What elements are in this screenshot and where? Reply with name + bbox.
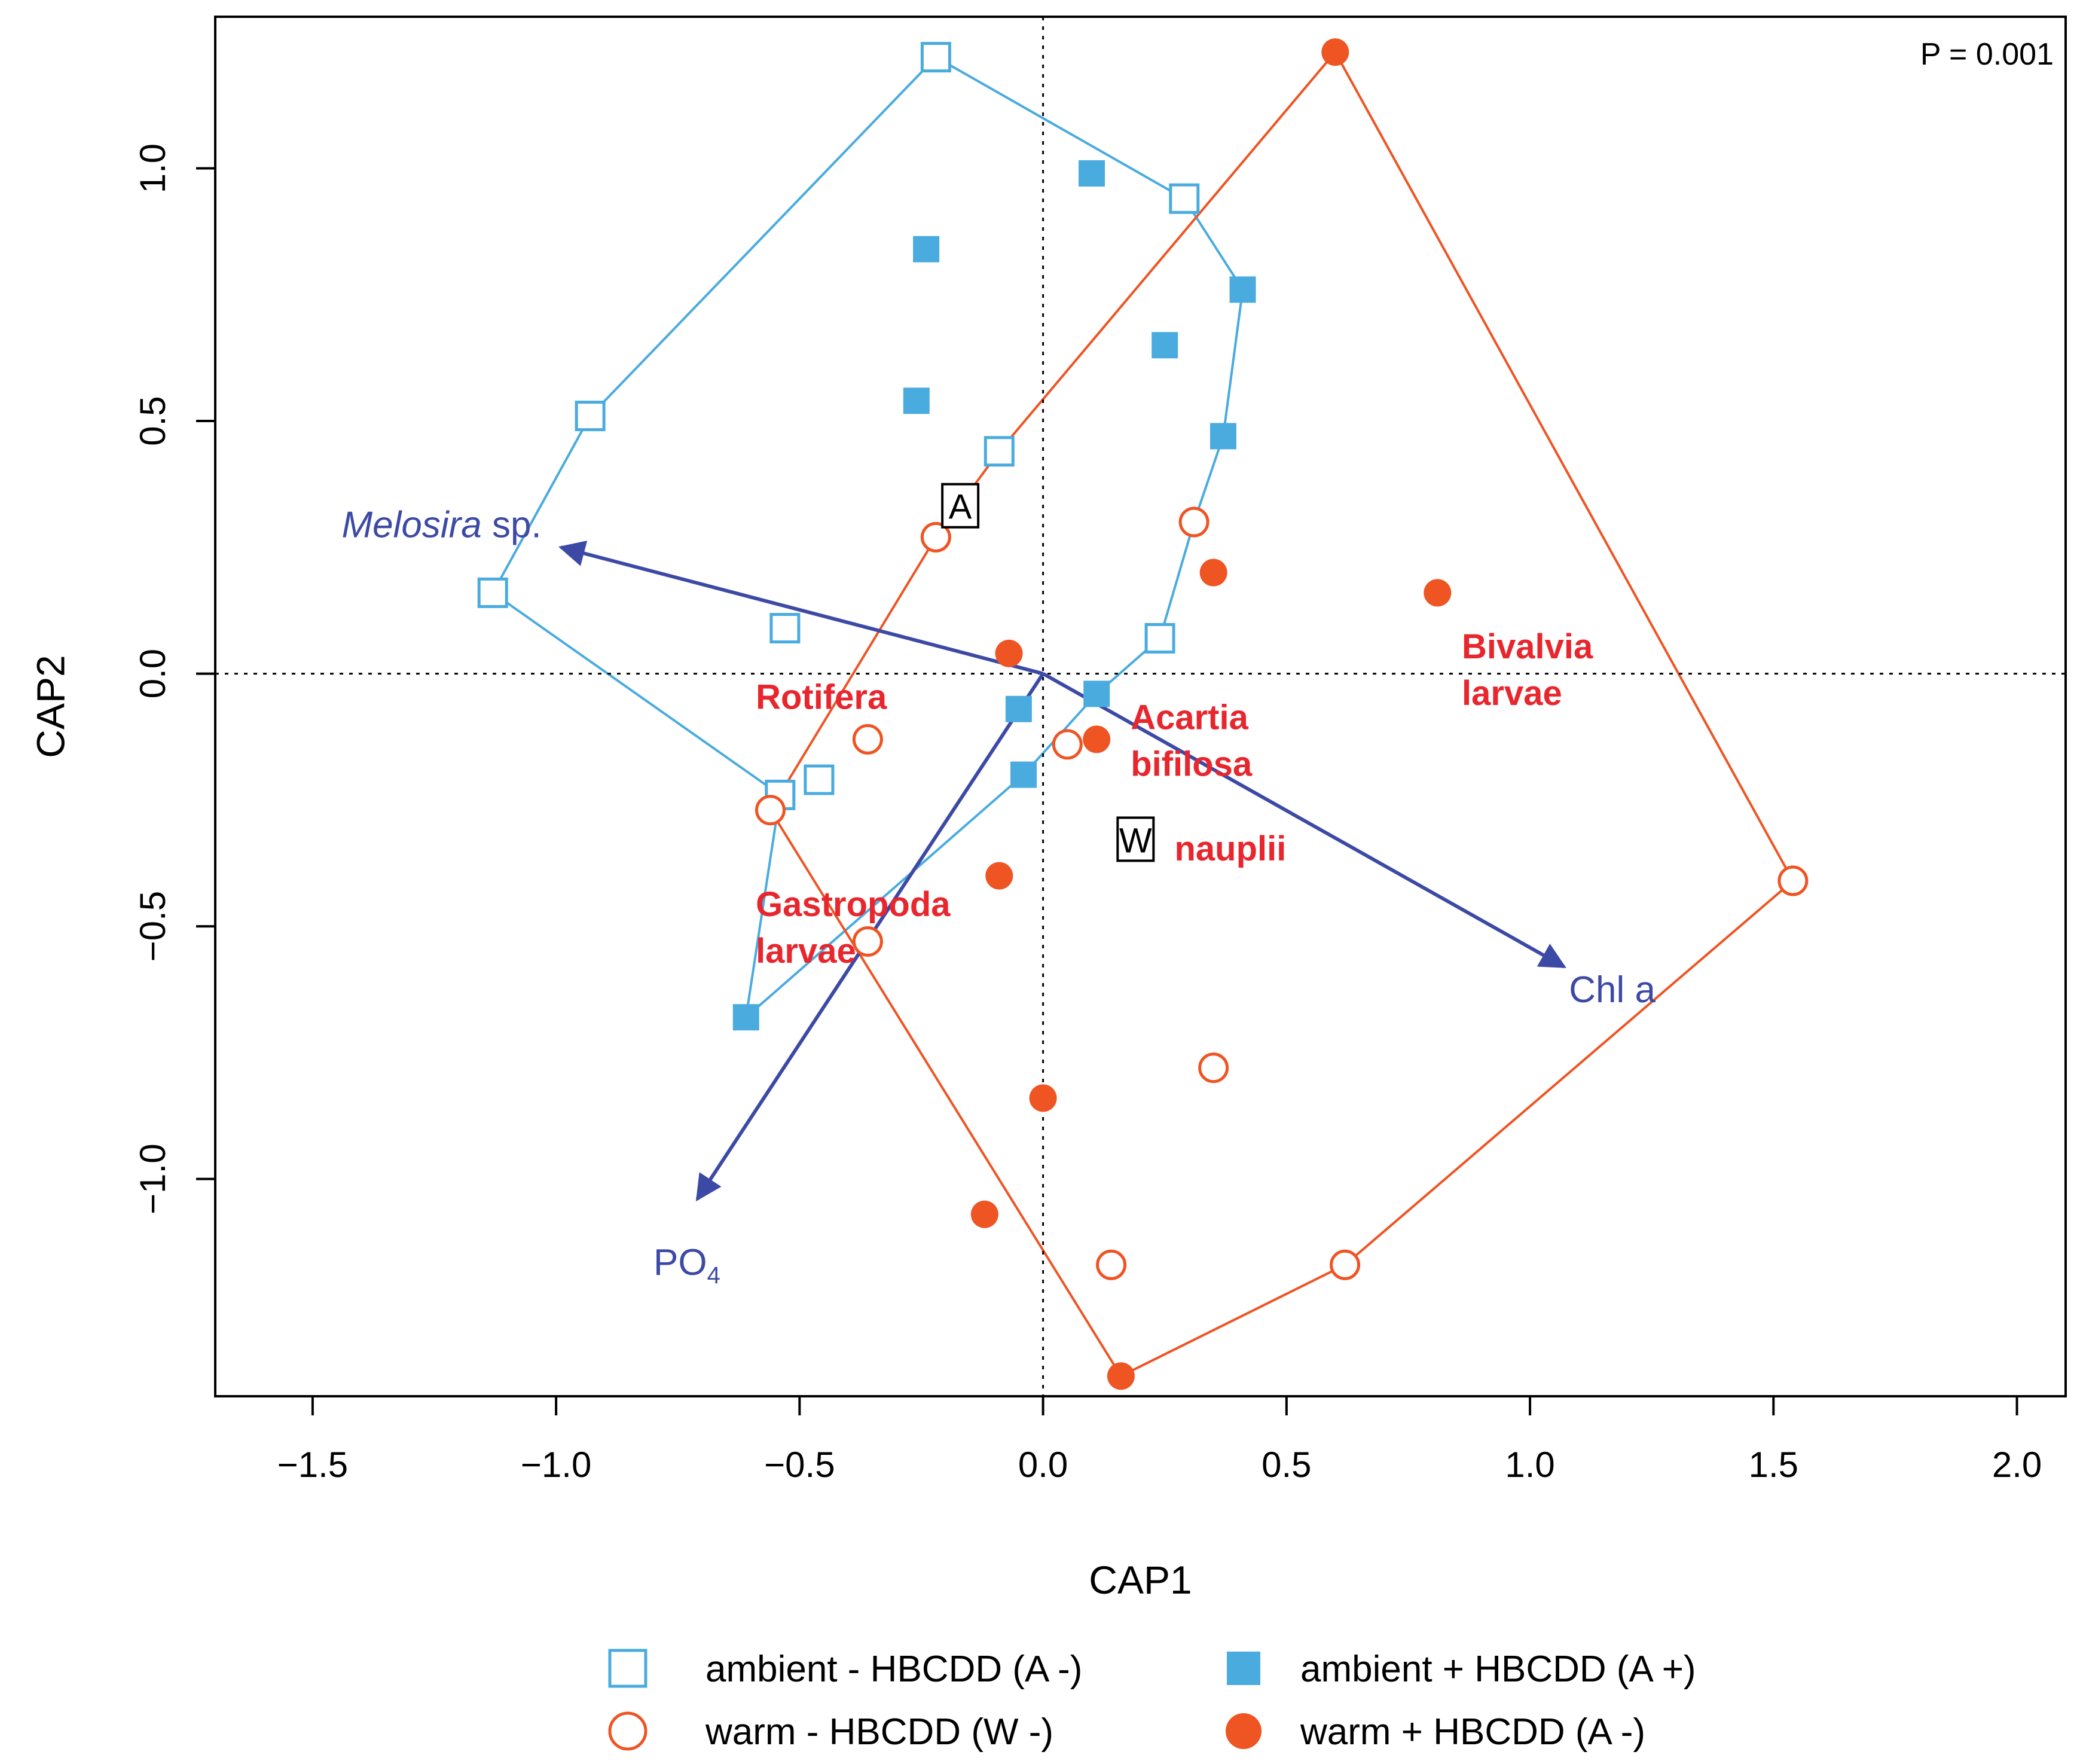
legend-marker-square-open — [608, 1649, 647, 1688]
point-square-filled-1 — [913, 236, 940, 263]
vector-arrow-chl-a — [1042, 672, 1566, 969]
centroid-box-A — [941, 483, 980, 529]
axes-layer: −1.5 −1.0 −0.5 0.0 0.5 1.0 1.5 2.0 −1.0 −0.5 0.0 0.… — [28, 16, 2067, 1602]
x-tick-label: 2.0 — [1992, 1445, 2042, 1485]
point-square-open-6 — [1144, 622, 1175, 654]
vector-label-chl-a: Chl a — [1569, 969, 1656, 1011]
centroid-label-W: W — [1119, 821, 1152, 860]
species-label-line: Bivalvia — [1462, 627, 1593, 666]
vector-label-subscript: 4 — [707, 1262, 720, 1289]
point-circle-filled-1 — [1199, 559, 1227, 587]
y-tick-label: −0.5 — [133, 891, 173, 962]
p-value-annotation: P = 0.001 — [1920, 37, 2054, 72]
legend-label: ambient - HBCDD (A -) — [705, 1649, 1082, 1690]
point-square-filled-4 — [903, 387, 930, 414]
point-circle-filled-3 — [995, 639, 1023, 667]
y-tick-label: 0.5 — [133, 396, 173, 445]
point-circle-filled-0 — [1321, 38, 1349, 66]
legend-marker-circle-open — [608, 1711, 647, 1751]
legend-label: warm - HBCDD (W -) — [705, 1711, 1053, 1753]
species-label-line: bifilosa — [1131, 745, 1253, 784]
x-tick-label: 1.5 — [1749, 1445, 1798, 1485]
point-circle-open-3 — [1052, 729, 1083, 760]
labels-layer: Melosira sp. Chl a PO4 A W Rotifera Acartia bif… — [341, 483, 1656, 1289]
point-square-open-2 — [575, 401, 606, 432]
x-axis-title: CAP1 — [1089, 1558, 1192, 1602]
species-label-nauplii: nauplii — [1175, 829, 1287, 868]
point-circle-open-6 — [852, 926, 883, 957]
point-square-filled-3 — [1151, 332, 1178, 359]
vector-label-rest: sp. — [482, 504, 542, 545]
x-tick-label: −1.0 — [521, 1445, 591, 1485]
y-tick-label: −1.0 — [133, 1143, 173, 1214]
point-circle-open-1 — [920, 521, 951, 553]
point-circle-filled-8 — [1107, 1362, 1135, 1390]
y-tick-label: 1.0 — [133, 144, 173, 193]
point-circle-open-2 — [852, 724, 883, 755]
centroid-box-W — [1116, 816, 1155, 862]
point-square-filled-0 — [1079, 160, 1105, 187]
point-circle-filled-2 — [1424, 579, 1452, 607]
vector-arrow-melosira-sp — [558, 541, 1044, 676]
species-label-rotifera: Rotifera — [756, 678, 887, 717]
y-axis-title: CAP2 — [28, 655, 72, 758]
vector-label-po4: PO4 — [653, 1242, 720, 1289]
x-tick-label: −1.5 — [277, 1445, 348, 1485]
point-square-open-0 — [920, 42, 951, 73]
vector-layer — [558, 541, 1566, 1202]
point-square-open-4 — [477, 577, 508, 608]
legend-marker-circle-filled — [1226, 1713, 1262, 1749]
point-square-filled-8 — [1010, 761, 1037, 788]
point-square-filled-9 — [732, 1004, 759, 1031]
point-circle-open-8 — [1096, 1249, 1127, 1280]
vector-label-melosira-sp: Melosira sp. — [341, 504, 541, 545]
legend-label: ambient + HBCDD (A +) — [1300, 1649, 1696, 1690]
species-label-line: Rotifera — [756, 678, 887, 717]
x-tick-label: 1.0 — [1505, 1445, 1554, 1485]
centroid-label-A: A — [949, 488, 972, 527]
x-tick-label: 0.5 — [1262, 1445, 1311, 1485]
point-square-filled-6 — [1083, 680, 1110, 707]
hull-ambient — [491, 56, 1244, 1021]
species-label-bivalvia-larvae: Bivalvia larvae — [1462, 627, 1593, 713]
point-square-open-5 — [769, 613, 801, 644]
legend-marker-square-filled — [1227, 1652, 1260, 1685]
species-label-line: Gastropoda — [756, 885, 951, 924]
x-tick-label: −0.5 — [764, 1445, 835, 1485]
point-circle-open-0 — [1178, 506, 1209, 538]
points-layer — [477, 38, 1809, 1390]
point-square-open-7 — [804, 764, 835, 795]
species-label-line: Acartia — [1131, 698, 1248, 737]
plot-frame — [214, 16, 2067, 1397]
point-circle-open-7 — [1198, 1052, 1229, 1084]
species-label-gastropoda-larvae: Gastropoda larvae — [756, 885, 951, 970]
point-circle-filled-4 — [1083, 725, 1111, 753]
point-square-filled-7 — [1005, 695, 1032, 722]
point-square-filled-5 — [1209, 423, 1236, 450]
point-circle-filled-5 — [985, 862, 1013, 890]
species-label-line: nauplii — [1175, 829, 1287, 868]
species-label-line: larvae — [756, 932, 856, 970]
species-label-line: larvae — [1462, 674, 1562, 713]
point-square-open-1 — [1169, 183, 1200, 214]
x-tick-label: 0.0 — [1018, 1445, 1068, 1485]
point-circle-open-4 — [755, 795, 786, 826]
point-square-filled-2 — [1229, 276, 1256, 303]
point-square-open-3 — [983, 436, 1015, 467]
legend-label: warm + HBCDD (A -) — [1300, 1711, 1645, 1753]
point-circle-filled-7 — [970, 1200, 998, 1228]
species-label-acartia-bifilosa: Acartia bifilosa — [1131, 698, 1253, 784]
vector-label-italic: Melosira — [341, 504, 481, 545]
y-tick-label: 0.0 — [133, 649, 173, 698]
vector-label-main: PO — [653, 1242, 707, 1283]
point-circle-open-9 — [1330, 1249, 1361, 1280]
point-circle-open-5 — [1777, 865, 1809, 896]
legend: ambient - HBCDD (A -) ambient + HBCDD (A … — [608, 1649, 1696, 1753]
point-circle-filled-6 — [1029, 1084, 1057, 1112]
reference-lines — [215, 17, 2066, 1396]
